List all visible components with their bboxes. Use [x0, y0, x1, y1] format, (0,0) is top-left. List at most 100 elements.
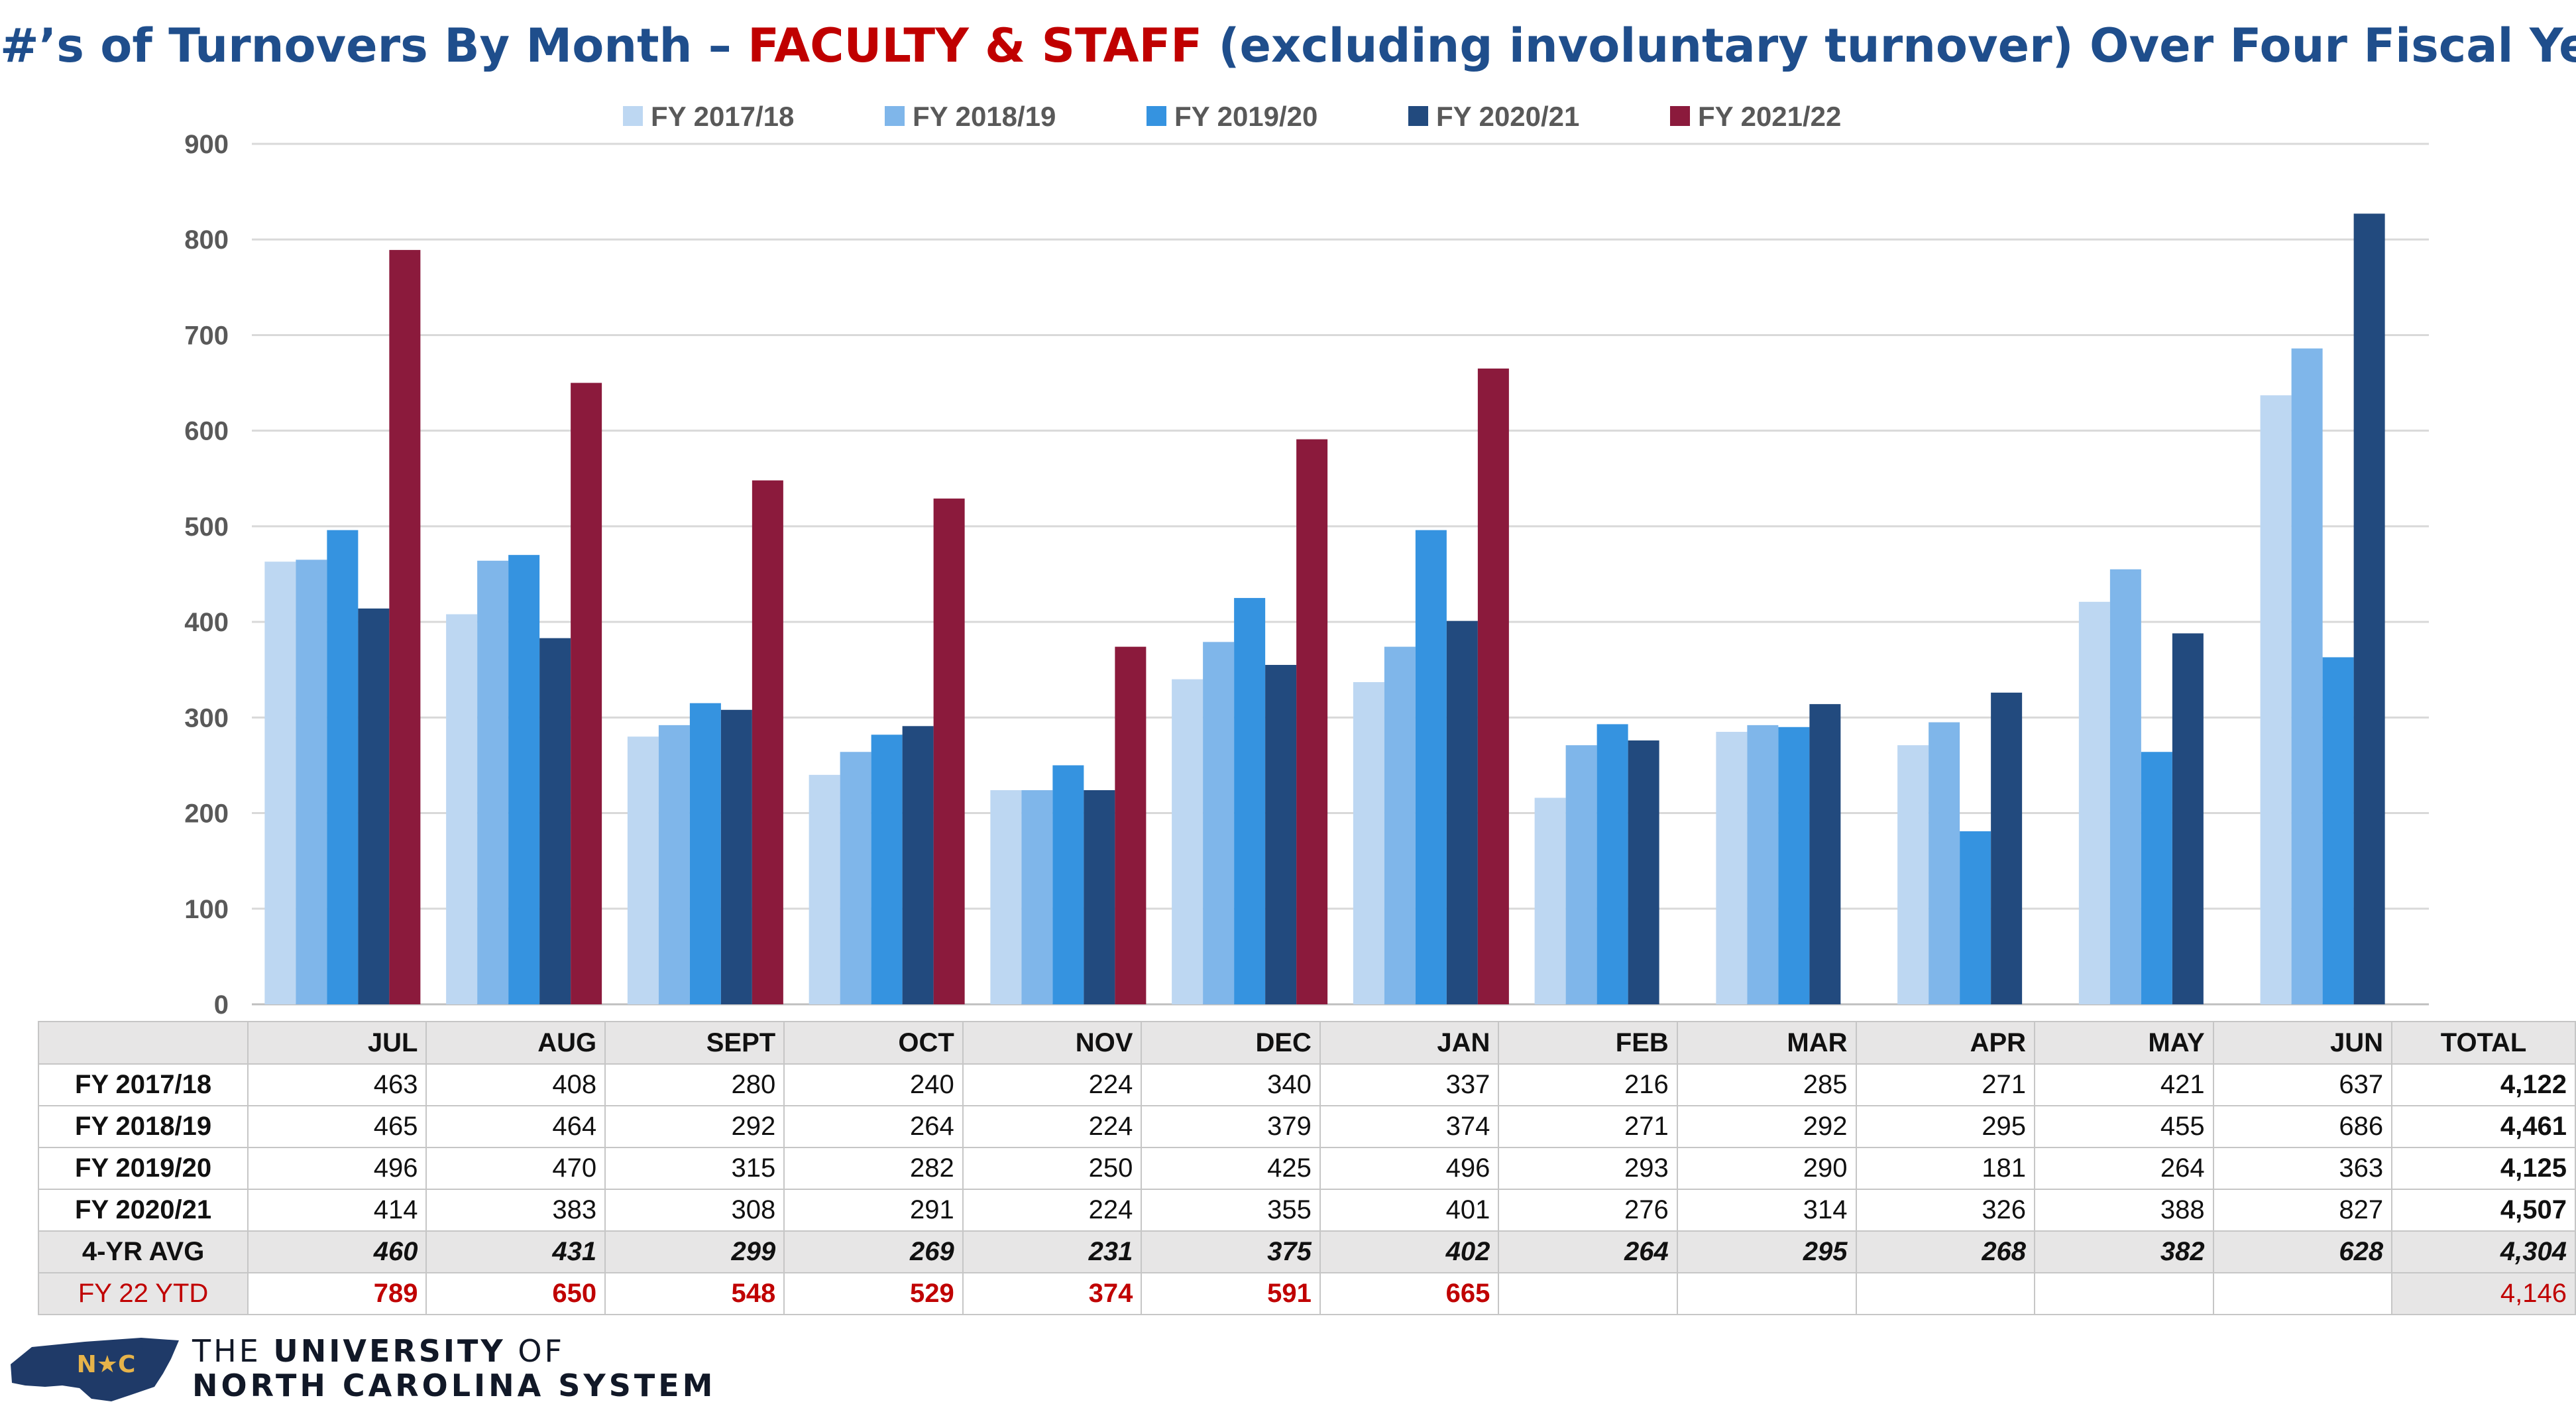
table-cell: 464 — [425, 1105, 606, 1148]
table-row: FY 2020/21 414 383 308 291 224 355 401 276 314 326… — [37, 1189, 2576, 1232]
row-label: FY 2019/20 — [37, 1147, 249, 1190]
bar — [264, 561, 296, 1004]
bar — [1897, 745, 1929, 1004]
table-cell: 264 — [2034, 1147, 2214, 1190]
legend-swatch — [1408, 106, 1428, 126]
bar — [1747, 725, 1779, 1004]
y-tick-label: 600 — [184, 417, 229, 446]
bar — [871, 735, 903, 1004]
bar — [446, 614, 478, 1004]
bar — [1446, 620, 1478, 1004]
row-total: 4,122 — [2391, 1063, 2576, 1106]
bar — [2172, 633, 2204, 1004]
table-cell: 421 — [2034, 1063, 2214, 1106]
table-cell: 240 — [783, 1063, 964, 1106]
bar — [358, 608, 390, 1004]
bar — [1991, 692, 2023, 1004]
bar — [1084, 790, 1115, 1004]
row-label: FY 2020/21 — [37, 1189, 249, 1232]
table-cell: 789 — [247, 1272, 427, 1315]
table-cell: 414 — [247, 1189, 427, 1232]
table-cell — [1855, 1272, 2036, 1315]
table-cell: 308 — [604, 1189, 785, 1232]
legend-label: FY 2017/18 — [651, 101, 794, 132]
unc-system-logo: N★C — [11, 1338, 179, 1401]
bar — [1353, 681, 1384, 1004]
column-header: OCT — [783, 1021, 964, 1065]
column-header: MAY — [2034, 1021, 2214, 1065]
table-cell: 224 — [962, 1063, 1143, 1106]
logo-line-1: THE UNIVERSITY OF — [192, 1333, 565, 1369]
table-cell: 637 — [2212, 1063, 2393, 1106]
table-cell: 591 — [1141, 1272, 1321, 1315]
bar — [1052, 765, 1084, 1004]
column-header: MAR — [1676, 1021, 1857, 1065]
column-header: SEPT — [604, 1021, 785, 1065]
bar — [1415, 530, 1447, 1004]
bar — [689, 703, 721, 1004]
title-prefix: #’s of Turnovers By Month – — [0, 19, 748, 73]
bar — [477, 560, 509, 1004]
table-cell: 271 — [1855, 1063, 2036, 1106]
legend-swatch — [885, 106, 905, 126]
table-cell — [2212, 1272, 2393, 1315]
bar — [1929, 722, 1960, 1004]
row-total: 4,461 — [2391, 1105, 2576, 1148]
table-cell: 271 — [1498, 1105, 1678, 1148]
table-cell: 250 — [962, 1147, 1143, 1190]
table-corner-cell — [37, 1021, 249, 1065]
y-tick-label: 500 — [184, 512, 229, 542]
y-tick-label: 700 — [184, 321, 229, 350]
legend-label: FY 2019/20 — [1174, 101, 1317, 132]
bar — [1809, 704, 1841, 1004]
table-row: FY 2017/18 463 408 280 240 224 340 337 216 285 271… — [37, 1063, 2576, 1106]
bar — [990, 790, 1022, 1004]
row-total: 4,304 — [2391, 1230, 2576, 1273]
column-header: DEC — [1141, 1021, 1321, 1065]
y-tick-label: 200 — [184, 799, 229, 829]
bar — [1172, 679, 1204, 1004]
total-column-header: TOTAL — [2391, 1021, 2576, 1065]
bar — [658, 725, 690, 1004]
logo-wordmark: THE UNIVERSITY OF NORTH CAROLINA SYSTEM — [192, 1334, 716, 1403]
legend-swatch — [1147, 106, 1166, 126]
table-cell: 650 — [425, 1272, 606, 1315]
table-cell: 264 — [1498, 1230, 1678, 1273]
table-cell: 375 — [1141, 1230, 1321, 1273]
badge-text: N★C — [77, 1351, 136, 1378]
table-cell: 402 — [1319, 1230, 1500, 1273]
bar — [389, 250, 421, 1004]
bar — [752, 480, 783, 1004]
bar — [1265, 665, 1297, 1004]
bar — [2109, 569, 2141, 1004]
table-cell: 455 — [2034, 1105, 2214, 1148]
column-header: JAN — [1319, 1021, 1500, 1065]
logo-line-2: NORTH CAROLINA SYSTEM — [192, 1368, 716, 1403]
table-cell — [1676, 1272, 1857, 1315]
table-cell: 425 — [1141, 1147, 1321, 1190]
table-cell: 355 — [1141, 1189, 1321, 1232]
table-cell: 383 — [425, 1189, 606, 1232]
table-cell: 282 — [783, 1147, 964, 1190]
table-cell: 276 — [1498, 1189, 1678, 1232]
bar — [1296, 439, 1328, 1004]
table-cell: 665 — [1319, 1272, 1500, 1315]
column-header: APR — [1855, 1021, 2036, 1065]
bar — [327, 530, 359, 1004]
bar — [2078, 601, 2110, 1004]
bar — [539, 638, 571, 1004]
table-cell: 264 — [783, 1105, 964, 1148]
table-row: FY 22 YTD 789 650 548 529 374 591 665 4,146 — [37, 1272, 2576, 1315]
bar — [2353, 213, 2385, 1004]
table-cell: 340 — [1141, 1063, 1321, 1106]
table-cell: 401 — [1319, 1189, 1500, 1232]
table-cell: 292 — [604, 1105, 785, 1148]
column-header: NOV — [962, 1021, 1143, 1065]
column-header: FEB — [1498, 1021, 1678, 1065]
table-cell: 285 — [1676, 1063, 1857, 1106]
y-tick-label: 100 — [184, 895, 229, 924]
table-cell: 295 — [1676, 1230, 1857, 1273]
bar — [840, 752, 871, 1004]
table-cell: 628 — [2212, 1230, 2393, 1273]
table-cell: 496 — [247, 1147, 427, 1190]
